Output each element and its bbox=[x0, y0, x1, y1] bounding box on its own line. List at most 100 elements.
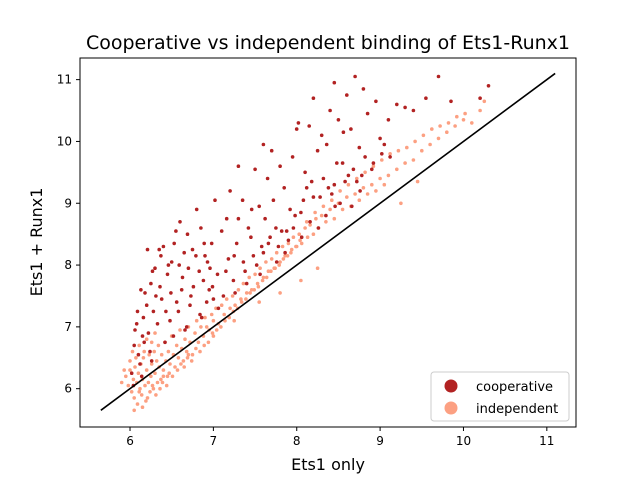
point-independent bbox=[252, 288, 256, 292]
point-independent bbox=[228, 306, 232, 311]
point-cooperative bbox=[371, 161, 376, 165]
point-cooperative bbox=[185, 232, 190, 236]
point-cooperative bbox=[345, 93, 349, 97]
point-cooperative bbox=[258, 272, 262, 277]
point-independent bbox=[155, 380, 160, 385]
point-independent bbox=[144, 368, 149, 372]
point-independent bbox=[345, 195, 349, 199]
point-independent bbox=[405, 145, 409, 150]
point-cooperative bbox=[350, 204, 354, 209]
point-independent bbox=[278, 260, 282, 264]
point-independent bbox=[255, 281, 260, 286]
point-cooperative bbox=[340, 161, 345, 165]
point-independent bbox=[132, 396, 136, 400]
point-cooperative bbox=[136, 352, 141, 357]
point-independent bbox=[211, 334, 216, 338]
point-independent bbox=[134, 356, 138, 360]
point-independent bbox=[277, 263, 282, 267]
point-independent bbox=[158, 386, 162, 391]
point-cooperative bbox=[215, 272, 220, 277]
point-cooperative bbox=[341, 130, 346, 134]
point-cooperative bbox=[198, 312, 202, 317]
point-independent bbox=[222, 312, 226, 317]
point-cooperative bbox=[154, 294, 158, 298]
point-cooperative bbox=[216, 306, 221, 311]
point-cooperative bbox=[299, 210, 303, 215]
point-independent bbox=[269, 269, 273, 274]
point-cooperative bbox=[194, 207, 199, 212]
point-independent bbox=[396, 148, 401, 153]
point-independent bbox=[190, 352, 195, 357]
y-tick-label: 8 bbox=[64, 258, 72, 272]
y-tick-label: 11 bbox=[57, 73, 72, 87]
point-cooperative bbox=[361, 87, 366, 91]
point-independent bbox=[258, 266, 262, 271]
point-cooperative bbox=[328, 108, 332, 113]
point-independent bbox=[244, 297, 248, 301]
point-cooperative bbox=[358, 189, 362, 193]
legend: cooperative independent bbox=[430, 371, 570, 422]
point-cooperative bbox=[266, 241, 271, 246]
point-cooperative bbox=[172, 241, 176, 246]
point-independent bbox=[154, 393, 158, 397]
point-independent bbox=[261, 275, 266, 280]
point-cooperative bbox=[219, 229, 224, 233]
point-independent bbox=[167, 371, 171, 376]
point-cooperative bbox=[309, 179, 314, 184]
point-independent bbox=[421, 133, 426, 138]
point-independent bbox=[137, 390, 141, 394]
point-independent bbox=[146, 380, 151, 385]
point-cooperative bbox=[282, 186, 287, 190]
point-cooperative bbox=[283, 250, 287, 255]
point-independent bbox=[363, 170, 367, 175]
point-cooperative bbox=[203, 254, 207, 258]
point-cooperative bbox=[180, 275, 185, 280]
point-independent bbox=[202, 343, 206, 348]
point-cooperative bbox=[174, 300, 179, 304]
point-independent bbox=[244, 291, 249, 295]
point-cooperative bbox=[332, 182, 337, 187]
point-independent bbox=[161, 374, 166, 379]
point-independent bbox=[131, 377, 136, 382]
point-independent bbox=[224, 297, 229, 301]
point-cooperative bbox=[197, 269, 201, 274]
y-tick-label: 6 bbox=[64, 382, 72, 396]
point-independent bbox=[130, 349, 135, 354]
point-independent bbox=[186, 352, 191, 357]
point-independent bbox=[445, 130, 449, 134]
legend-swatch-independent bbox=[444, 401, 458, 415]
point-cooperative bbox=[161, 244, 166, 249]
point-cooperative bbox=[382, 142, 387, 147]
point-cooperative bbox=[294, 127, 299, 131]
point-cooperative bbox=[319, 133, 324, 138]
point-cooperative bbox=[204, 300, 209, 304]
point-cooperative bbox=[135, 309, 140, 314]
point-cooperative bbox=[236, 216, 241, 221]
point-independent bbox=[239, 300, 244, 304]
point-independent bbox=[230, 294, 235, 298]
point-cooperative bbox=[386, 118, 391, 122]
point-cooperative bbox=[199, 226, 203, 230]
point-cooperative bbox=[145, 247, 150, 252]
point-cooperative bbox=[149, 359, 154, 363]
point-independent bbox=[164, 383, 169, 388]
point-independent bbox=[160, 380, 165, 385]
point-cooperative bbox=[132, 343, 136, 348]
x-axis-label: Ets1 only bbox=[291, 455, 365, 474]
point-independent bbox=[304, 220, 309, 224]
point-independent bbox=[338, 189, 342, 193]
point-independent bbox=[193, 331, 197, 335]
point-cooperative bbox=[330, 192, 334, 196]
point-cooperative bbox=[149, 281, 153, 286]
point-cooperative bbox=[140, 334, 145, 338]
point-cooperative bbox=[263, 216, 267, 221]
point-cooperative bbox=[257, 204, 262, 209]
point-cooperative bbox=[388, 155, 392, 159]
point-independent bbox=[253, 272, 257, 277]
point-cooperative bbox=[224, 269, 228, 274]
point-cooperative bbox=[224, 216, 229, 221]
point-independent bbox=[248, 291, 252, 295]
point-cooperative bbox=[303, 170, 307, 175]
point-independent bbox=[196, 340, 201, 345]
point-independent bbox=[308, 223, 312, 227]
